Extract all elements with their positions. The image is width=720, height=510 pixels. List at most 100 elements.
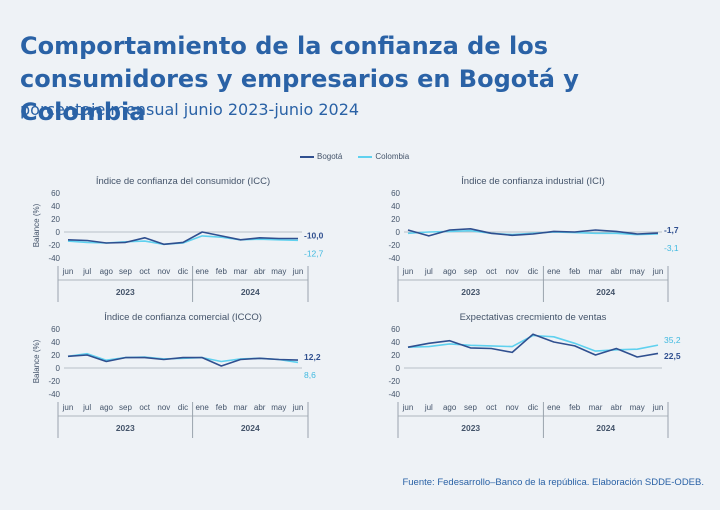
legend-swatch-bogota [300, 155, 314, 158]
year-label-2024: 2024 [596, 423, 615, 433]
x-tick-label: jul [424, 267, 433, 276]
y-tick-label: 20 [51, 215, 60, 224]
y-tick-label: -40 [48, 390, 60, 399]
y-axis-label: Balance (%) [32, 339, 41, 383]
y-tick-label: -20 [48, 241, 60, 250]
x-tick-label: ene [195, 267, 209, 276]
x-tick-label: nov [157, 403, 170, 412]
y-tick-label: 40 [391, 338, 400, 347]
y-tick-label: 60 [51, 189, 60, 198]
y-axis-label: Balance (%) [32, 203, 41, 247]
y-tick-label: -40 [388, 390, 400, 399]
x-tick-label: jun [62, 267, 74, 276]
legend-item-colombia: Colombia [358, 152, 409, 161]
y-tick-label: 40 [51, 202, 60, 211]
x-tick-label: mar [589, 403, 603, 412]
year-label-2024: 2024 [596, 287, 615, 297]
y-tick-label: 40 [51, 338, 60, 347]
year-label-2023: 2023 [461, 287, 480, 297]
x-tick-label: oct [486, 267, 497, 276]
y-tick-label: 60 [51, 325, 60, 334]
end-label-bogota: 12,2 [304, 352, 321, 362]
source-note: Fuente: Fedesarrollo–Banco de la repúbli… [402, 477, 704, 488]
y-tick-label: 0 [396, 228, 401, 237]
x-tick-label: jun [292, 403, 304, 412]
legend-swatch-colombia [358, 155, 373, 158]
y-tick-label: 60 [391, 325, 400, 334]
chart-title: Índice de confianza del consumidor (ICC) [96, 176, 270, 187]
x-tick-label: jul [82, 403, 91, 412]
x-tick-label: abr [254, 267, 266, 276]
x-tick-label: ago [443, 403, 457, 412]
y-tick-label: -40 [48, 254, 60, 263]
x-tick-label: may [271, 403, 286, 412]
y-tick-label: 0 [396, 364, 401, 373]
x-tick-label: mar [234, 267, 248, 276]
end-label-colombia: -3,1 [664, 243, 679, 253]
end-label-bogota: -1,7 [664, 225, 679, 235]
x-tick-label: ene [547, 267, 561, 276]
x-tick-label: abr [254, 403, 266, 412]
x-tick-label: feb [216, 267, 228, 276]
x-tick-label: jun [62, 403, 74, 412]
x-tick-label: abr [611, 267, 623, 276]
chart-icc: Índice de confianza del consumidor (ICC)… [32, 176, 324, 302]
legend-label-colombia: Colombia [375, 152, 410, 161]
x-tick-label: ago [100, 403, 114, 412]
x-tick-label: nov [506, 267, 519, 276]
year-label-2023: 2023 [116, 287, 135, 297]
x-tick-label: may [630, 267, 645, 276]
end-label-bogota: -10,0 [304, 231, 324, 241]
chart-ici: Índice de confianza industrial (ICI) 60 40… [388, 176, 679, 302]
x-tick-label: jun [402, 403, 414, 412]
x-tick-label: may [630, 403, 645, 412]
x-tick-label: feb [216, 403, 228, 412]
x-tick-label: jun [652, 403, 664, 412]
chart-title: Índice de confianza comercial (ICCO) [104, 312, 262, 323]
y-tick-label: 20 [391, 351, 400, 360]
x-tick-label: jun [402, 267, 414, 276]
y-tick-label: -20 [388, 377, 400, 386]
end-label-bogota: 22,5 [664, 351, 681, 361]
chart-title: Índice de confianza industrial (ICI) [461, 176, 605, 187]
page-title: Comportamiento de la confianza de los co… [20, 32, 579, 126]
end-label-colombia: -12,7 [304, 249, 324, 259]
x-tick-label: ene [547, 403, 561, 412]
end-label-colombia: 8,6 [304, 370, 316, 380]
x-tick-label: sep [119, 267, 132, 276]
page-subtitle: porcentaje mensual junio 2023-junio 2024 [20, 100, 360, 119]
x-tick-label: ene [195, 403, 209, 412]
series-line-bogot [407, 228, 659, 237]
x-tick-label: jul [424, 403, 433, 412]
x-tick-label: sep [464, 267, 477, 276]
x-tick-label: may [271, 267, 286, 276]
x-tick-label: oct [139, 267, 150, 276]
series-line-bogot [67, 231, 298, 246]
end-label-colombia: 35,2 [664, 335, 681, 345]
y-tick-label: 60 [391, 189, 400, 198]
x-tick-label: dic [178, 403, 188, 412]
x-tick-label: oct [139, 403, 150, 412]
x-tick-label: oct [486, 403, 497, 412]
x-tick-label: feb [569, 267, 581, 276]
year-label-2023: 2023 [461, 423, 480, 433]
x-tick-label: mar [234, 403, 248, 412]
year-label-2024: 2024 [241, 423, 260, 433]
legend: Bogotá Colombia [300, 152, 409, 161]
y-tick-label: 20 [391, 215, 400, 224]
chart-title: Expectativas crecmiento de ventas [460, 312, 607, 323]
legend-item-bogota: Bogotá [300, 152, 342, 161]
x-tick-label: dic [528, 267, 538, 276]
chart-icco: Índice de confianza comercial (ICCO) Bala… [32, 312, 321, 438]
y-tick-label: -40 [388, 254, 400, 263]
x-tick-label: sep [119, 403, 132, 412]
x-tick-label: dic [528, 403, 538, 412]
x-tick-label: sep [464, 403, 477, 412]
series-line-colombia [407, 334, 659, 352]
x-tick-label: nov [157, 267, 170, 276]
series-line-bogot [67, 354, 299, 367]
x-tick-label: jun [652, 267, 664, 276]
x-tick-label: feb [569, 403, 581, 412]
legend-label-bogota: Bogotá [317, 152, 343, 161]
x-tick-label: ago [100, 267, 114, 276]
